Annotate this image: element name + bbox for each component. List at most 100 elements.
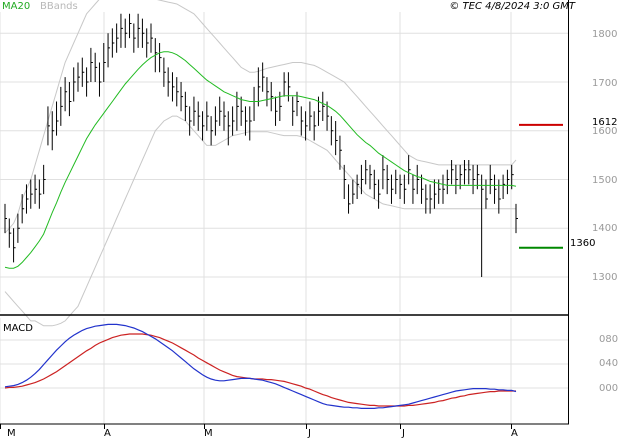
ohlc-bar — [451, 160, 454, 185]
ohlc-bar — [399, 174, 403, 199]
ohlc-bar — [103, 43, 106, 82]
ohlc-bar — [343, 164, 347, 199]
ohlc-bar — [403, 174, 407, 204]
ohlc-bar — [421, 174, 424, 204]
ohlc-bar — [137, 13, 141, 48]
ohlc-bar — [171, 72, 175, 102]
level-label-1360: 1360 — [570, 238, 595, 249]
bbands-legend: BBands — [40, 1, 78, 12]
ohlc-bar — [249, 106, 252, 141]
ohlc-bar — [485, 179, 488, 209]
ohlc-bar — [390, 174, 394, 204]
ohlc-bar — [489, 164, 493, 195]
price-levels — [519, 123, 563, 249]
price-axis: 1800 1700 1600 1500 1400 1300 — [592, 29, 617, 283]
ohlc-bar — [244, 106, 248, 136]
ohlc-bar — [455, 164, 458, 195]
ohlc-bar — [433, 179, 437, 209]
macd-legend: MACD — [3, 323, 33, 334]
ohlc-bar — [73, 67, 76, 102]
ohlc-bar — [193, 96, 196, 126]
ohlc-bar — [446, 169, 450, 195]
ohlc-bar — [502, 174, 506, 199]
ohlc-bar — [184, 91, 188, 121]
price-bars — [4, 13, 518, 277]
ohlc-bar — [124, 18, 128, 48]
ohlc-bar — [38, 179, 42, 209]
ohlc-bar — [352, 179, 355, 204]
ohlc-bar — [30, 179, 33, 209]
ohlc-bar — [167, 67, 171, 97]
ohlc-bar — [21, 194, 25, 224]
ohlc-bar — [77, 62, 80, 92]
y-tick-1400: 1400 — [592, 223, 617, 234]
ohlc-bar — [214, 106, 218, 136]
x-tick-a2: A — [511, 428, 518, 439]
ohlc-bar — [494, 174, 497, 204]
ohlc-bar — [305, 111, 308, 141]
ohlc-bar — [317, 96, 321, 126]
ohlc-bar — [51, 111, 55, 151]
ohlc-bar — [219, 96, 222, 126]
ohlc-bar — [86, 67, 89, 97]
ohlc-bar — [287, 72, 291, 102]
y-tick-1700: 1700 — [592, 78, 617, 89]
ma20-line — [4, 51, 517, 269]
ohlc-bar — [159, 43, 162, 73]
ohlc-bar — [283, 72, 287, 97]
ohlc-bar — [133, 23, 136, 53]
ohlc-bar — [330, 116, 334, 146]
ohlc-bar — [300, 106, 304, 136]
ohlc-bar — [360, 164, 364, 195]
x-axis: M A M J J A — [7, 428, 518, 439]
ohlc-bar — [68, 82, 72, 117]
x-tick-j2: J — [401, 428, 405, 439]
ohlc-bar — [262, 62, 265, 92]
grid — [0, 12, 568, 424]
ohlc-bar — [4, 203, 7, 234]
ohlc-bar — [64, 77, 68, 112]
ohlc-bar — [163, 57, 166, 87]
x-tick-m1: M — [7, 428, 16, 439]
level-labels: 1612 1360 — [570, 117, 617, 249]
ohlc-bar — [309, 101, 312, 131]
ohlc-bar — [275, 96, 278, 126]
ohlc-bar — [412, 174, 415, 204]
ohlc-bar — [60, 86, 63, 126]
macd-lines — [4, 323, 517, 409]
ohlc-bar — [146, 28, 149, 58]
macd-axis: 080 040 000 — [599, 334, 618, 394]
ohlc-bar — [17, 213, 20, 243]
ohlc-bar — [197, 101, 201, 131]
ohlc-bar — [270, 82, 274, 112]
ohlc-bar — [25, 184, 29, 214]
ohlc-bar — [322, 91, 325, 121]
ohlc-bar — [180, 82, 184, 112]
ohlc-bar — [98, 62, 102, 97]
ohlc-bar — [111, 28, 115, 58]
ohlc-bar — [94, 52, 98, 82]
ohlc-bar — [8, 218, 12, 248]
y-tick-1600: 1600 — [592, 126, 617, 137]
ohlc-bar — [395, 169, 398, 195]
ohlc-bar — [356, 174, 360, 199]
ohlc-bar — [373, 169, 377, 199]
ohlc-bar — [56, 101, 59, 136]
ohlc-bar — [116, 23, 119, 53]
ohlc-bar — [223, 101, 226, 131]
ohlc-bar — [227, 111, 231, 146]
ohlc-bar — [236, 91, 239, 131]
ohlc-bar — [481, 174, 484, 277]
ohlc-bar — [47, 106, 50, 146]
ohlc-bar — [472, 164, 476, 195]
ohlc-bar — [240, 96, 244, 126]
ohlc-bar — [515, 203, 518, 234]
macd-tick-040: 040 — [599, 358, 618, 369]
ohlc-bar — [339, 135, 342, 170]
panel-frame — [0, 0, 569, 429]
level-label-1612: 1612 — [592, 117, 617, 128]
ohlc-bar — [43, 164, 46, 195]
ohlc-bar — [189, 106, 192, 136]
ohlc-bar — [176, 77, 179, 107]
x-tick-j1: J — [307, 428, 311, 439]
